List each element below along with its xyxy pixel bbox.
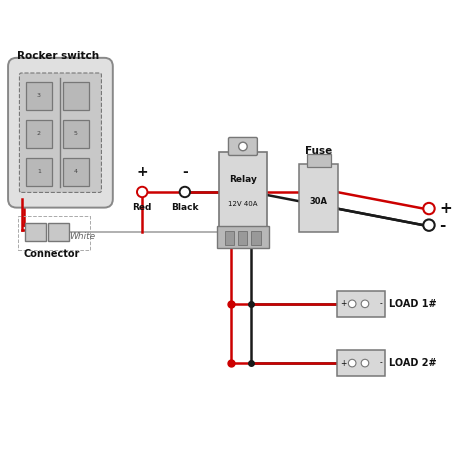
FancyBboxPatch shape bbox=[63, 82, 89, 110]
Circle shape bbox=[361, 300, 369, 308]
Text: -: - bbox=[379, 300, 382, 308]
Text: 30A: 30A bbox=[310, 197, 328, 206]
Circle shape bbox=[423, 219, 435, 231]
Circle shape bbox=[137, 187, 147, 197]
Text: -: - bbox=[379, 359, 382, 367]
Circle shape bbox=[348, 359, 356, 367]
Circle shape bbox=[423, 203, 435, 214]
Text: 5: 5 bbox=[74, 131, 78, 137]
FancyBboxPatch shape bbox=[26, 158, 52, 186]
FancyBboxPatch shape bbox=[337, 350, 385, 376]
Text: -: - bbox=[439, 218, 446, 233]
Text: 3: 3 bbox=[37, 93, 41, 99]
Text: Red: Red bbox=[133, 203, 152, 212]
FancyBboxPatch shape bbox=[251, 231, 261, 245]
Circle shape bbox=[180, 187, 190, 197]
FancyBboxPatch shape bbox=[63, 120, 89, 148]
Text: +: + bbox=[439, 201, 452, 216]
FancyBboxPatch shape bbox=[8, 58, 113, 208]
Text: LOAD 1#: LOAD 1# bbox=[389, 299, 436, 309]
Text: Rocker switch: Rocker switch bbox=[17, 51, 99, 61]
FancyBboxPatch shape bbox=[48, 223, 69, 241]
FancyBboxPatch shape bbox=[26, 120, 52, 148]
FancyBboxPatch shape bbox=[238, 231, 247, 245]
Circle shape bbox=[239, 142, 247, 151]
Circle shape bbox=[361, 359, 369, 367]
FancyBboxPatch shape bbox=[63, 158, 89, 186]
Text: 12V 40A: 12V 40A bbox=[228, 201, 258, 207]
Circle shape bbox=[348, 300, 356, 308]
Text: White: White bbox=[69, 233, 95, 241]
FancyBboxPatch shape bbox=[19, 73, 101, 192]
Text: -: - bbox=[182, 164, 188, 179]
FancyBboxPatch shape bbox=[225, 231, 234, 245]
FancyBboxPatch shape bbox=[26, 82, 52, 110]
Text: 2: 2 bbox=[37, 131, 41, 137]
Text: Connector: Connector bbox=[24, 249, 80, 259]
Text: +: + bbox=[340, 359, 347, 367]
Text: +: + bbox=[340, 300, 347, 308]
Text: LOAD 2#: LOAD 2# bbox=[389, 358, 436, 368]
FancyBboxPatch shape bbox=[307, 154, 331, 167]
Text: +: + bbox=[137, 164, 148, 179]
Text: Relay: Relay bbox=[229, 175, 257, 184]
Text: Fuse: Fuse bbox=[305, 146, 332, 156]
FancyBboxPatch shape bbox=[337, 291, 385, 317]
FancyBboxPatch shape bbox=[219, 152, 267, 229]
Text: 1: 1 bbox=[37, 169, 41, 174]
FancyBboxPatch shape bbox=[25, 223, 46, 241]
FancyBboxPatch shape bbox=[299, 164, 338, 232]
Text: 4: 4 bbox=[74, 169, 78, 174]
FancyBboxPatch shape bbox=[228, 137, 257, 155]
FancyBboxPatch shape bbox=[217, 226, 269, 248]
Text: Black: Black bbox=[171, 203, 199, 212]
